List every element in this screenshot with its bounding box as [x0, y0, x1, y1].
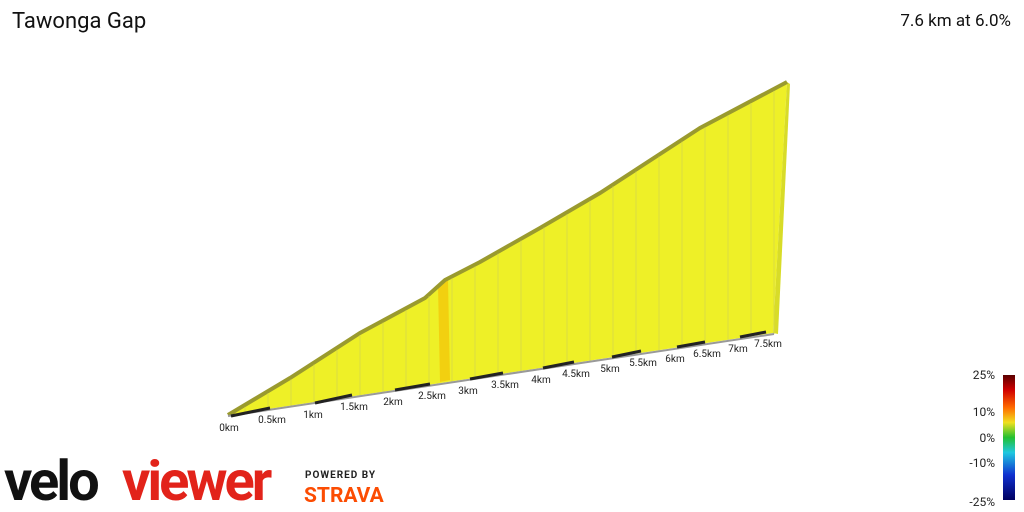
scale-label: -10%	[969, 456, 995, 470]
km-dash	[739, 330, 767, 339]
distance-label: 4km	[531, 375, 551, 386]
km-dash	[230, 406, 271, 418]
logo-velo: velo	[4, 448, 98, 512]
profile-top	[226, 80, 788, 417]
logo-viewer: viewer	[122, 448, 272, 512]
distance-label: 6.5km	[693, 349, 721, 360]
distance-label: 2km	[383, 397, 403, 408]
distance-label: 4.5km	[562, 369, 590, 380]
km-dash	[676, 340, 706, 349]
km-dash	[542, 360, 575, 370]
summary: 7.6 km at 6.0%	[900, 11, 1011, 31]
scale-label: 25%	[973, 368, 995, 382]
km-dash	[394, 382, 431, 392]
steep-section	[438, 280, 450, 382]
distance-label: 5.5km	[629, 358, 657, 369]
km-dash	[314, 393, 353, 405]
powered-by: POWERED BY	[305, 470, 376, 481]
profile-end	[773, 82, 790, 334]
distance-label: 3km	[458, 386, 478, 397]
color-scale	[1003, 375, 1015, 500]
strava: STRAVA	[304, 484, 385, 508]
km-dash	[611, 349, 642, 359]
scale-label: -25%	[969, 495, 995, 509]
distance-label: 0km	[219, 423, 239, 434]
distance-label: 7.5km	[754, 339, 782, 350]
stripes	[244, 90, 775, 414]
title: Tawonga Gap	[12, 9, 146, 34]
distance-label: 1km	[303, 410, 323, 421]
scale-label: 0%	[979, 431, 995, 445]
scale-label: 10%	[973, 405, 995, 419]
km-dash	[469, 371, 504, 381]
distance-label: 1.5km	[340, 402, 368, 413]
profile-3d	[226, 80, 790, 418]
distance-label: 2.5km	[418, 391, 446, 402]
km-dashes	[230, 330, 767, 418]
distance-label: 0.5km	[258, 415, 286, 426]
distance-label: 7km	[728, 344, 748, 355]
distance-label: 5km	[600, 364, 620, 375]
distance-label: 3.5km	[491, 380, 519, 391]
distance-label: 6km	[665, 354, 685, 365]
